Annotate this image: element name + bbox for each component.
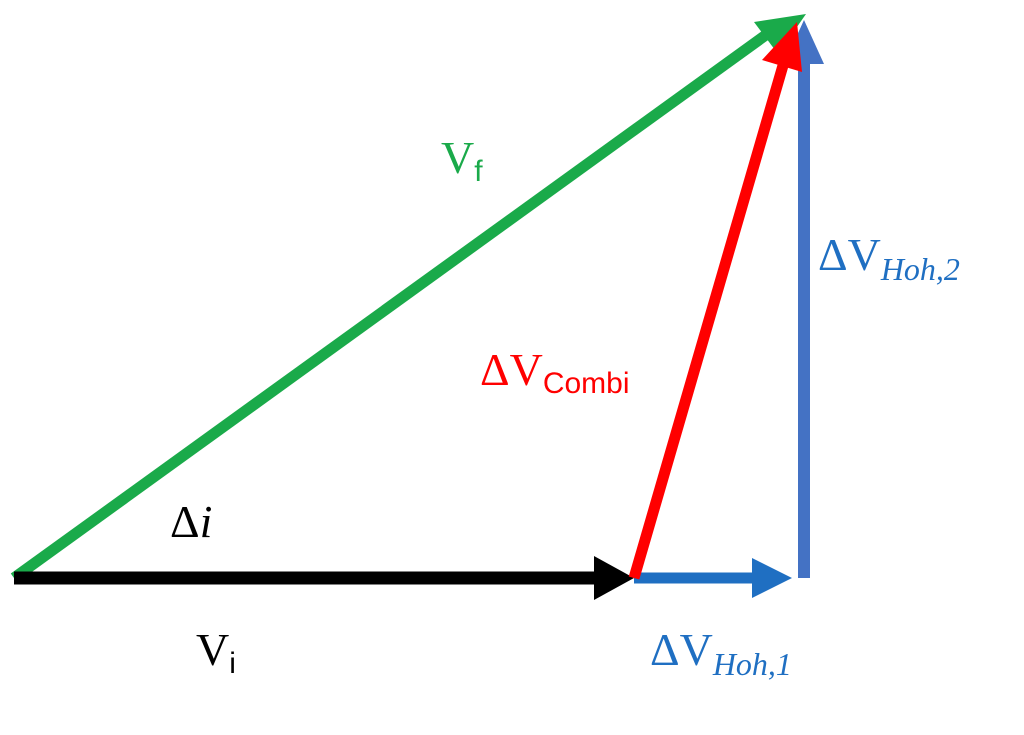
hoh2-arrow — [784, 20, 824, 578]
hoh1-arrow — [634, 558, 792, 598]
hoh1-label: ΔVHoh,1 — [650, 624, 792, 682]
vf-arrow-shaft — [10, 27, 774, 583]
vf-label: Vf — [441, 132, 483, 188]
combi-arrow-shaft — [628, 60, 790, 580]
hoh2-label: ΔVHoh,2 — [818, 229, 960, 287]
combi-arrow-head — [762, 22, 802, 72]
hoh1-arrow-head — [752, 558, 792, 598]
vi-label: Vi — [196, 624, 236, 680]
vf-arrow — [10, 14, 806, 583]
angle-label: Δi — [170, 496, 212, 547]
vi-arrow — [14, 556, 634, 600]
vi-arrow-head — [594, 556, 634, 600]
combi-label: ΔVCombi — [480, 344, 630, 400]
vf-arrow-head — [754, 14, 806, 54]
combi-arrow — [628, 22, 802, 580]
